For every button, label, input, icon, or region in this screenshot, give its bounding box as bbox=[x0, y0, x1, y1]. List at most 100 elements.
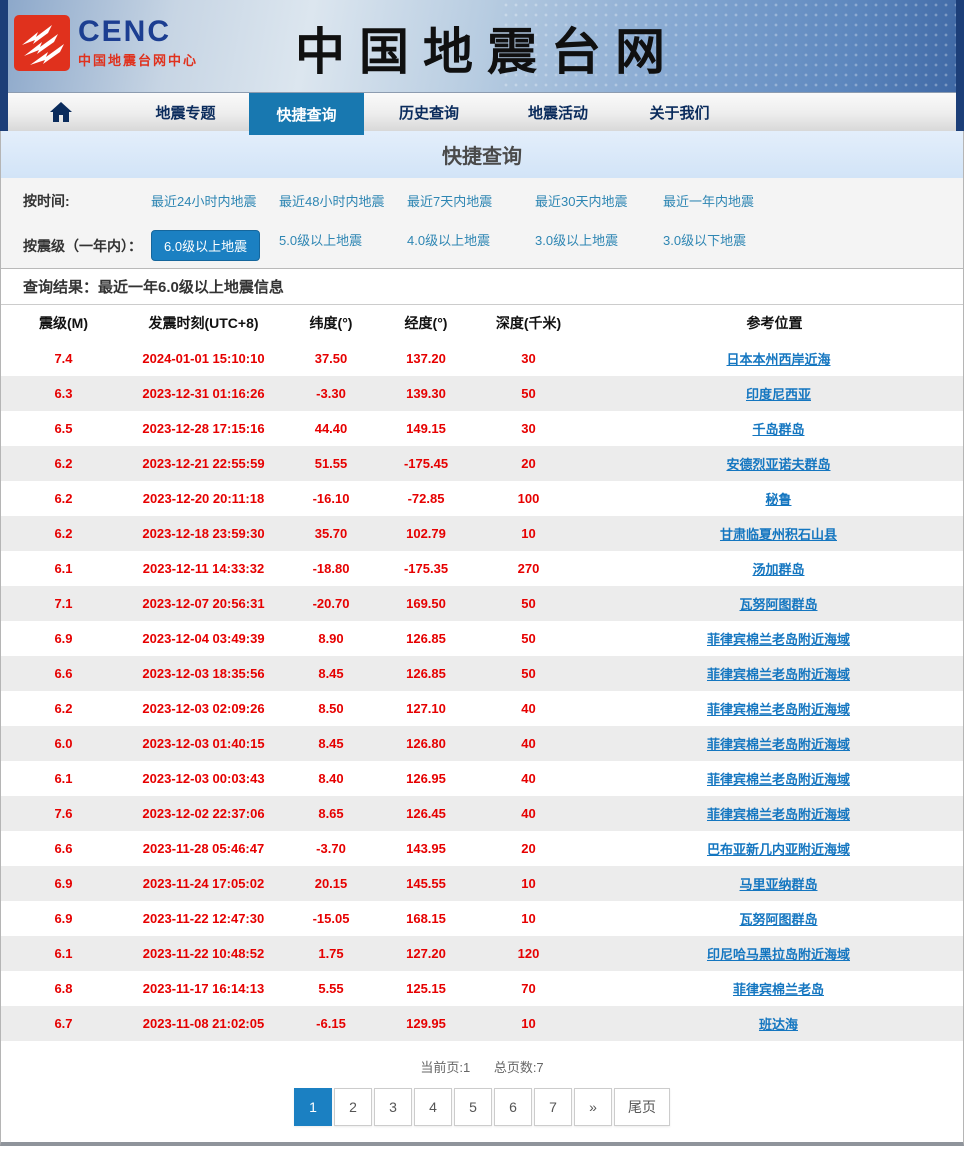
page-button[interactable]: 1 bbox=[294, 1088, 332, 1126]
location-cell: 瓦努阿图群岛 bbox=[586, 901, 963, 936]
location-link[interactable]: 瓦努阿图群岛 bbox=[739, 912, 818, 927]
time-filter-option[interactable]: 最近24小时内地震 bbox=[151, 193, 257, 209]
latitude-cell: -20.70 bbox=[312, 596, 350, 611]
magnitude-filter-option-slot: 5.0级以上地震 bbox=[279, 230, 407, 261]
location-link[interactable]: 菲律宾棉兰老岛附近海域 bbox=[706, 772, 850, 787]
time-cell: 2023-11-08 21:02:05 bbox=[142, 1016, 265, 1031]
location-link[interactable]: 菲律宾棉兰老岛附近海域 bbox=[706, 737, 850, 752]
location-link[interactable]: 菲律宾棉兰老岛 bbox=[732, 982, 824, 997]
longitude-cell: 126.85 bbox=[406, 631, 446, 646]
magnitude-filter-label: 按震级（一年内）： bbox=[23, 237, 142, 254]
latitude-cell: 8.65 bbox=[318, 806, 344, 821]
location-link[interactable]: 印度尼西亚 bbox=[745, 387, 811, 402]
page-button[interactable]: 7 bbox=[534, 1088, 572, 1126]
time-cell: 2023-12-11 14:33:32 bbox=[142, 561, 265, 576]
time-filter-option-slot: 最近30天内地震 bbox=[535, 191, 663, 211]
time-filter-option-slot: 最近48小时内地震 bbox=[279, 191, 407, 211]
magnitude-filter-row: 按震级（一年内）： 6.0级以上地震 5.0级以上地震 4.0级以上地震 3.0级以上… bbox=[1, 223, 963, 268]
table-row: 7.1 2023-12-07 20:56:31 -20.70 169.50 50 瓦努阿图… bbox=[1, 586, 963, 621]
logo-text: CENC 中国地震台网中心 bbox=[78, 17, 198, 69]
magnitude-cell: 6.9 bbox=[54, 631, 73, 646]
location-cell: 菲律宾棉兰老岛附近海域 bbox=[586, 691, 963, 726]
filter-panel: 按时间: 最近24小时内地震 最近48小时内地震 最近7天内地震 最近30天内地震 最近… bbox=[1, 178, 963, 269]
magnitude-filter-option-slot: 3.0级以上地震 bbox=[535, 230, 663, 261]
location-link[interactable]: 千岛群岛 bbox=[752, 422, 805, 437]
time-filter-option[interactable]: 最近7天内地震 bbox=[407, 193, 493, 209]
logo-subtitle: 中国地震台网中心 bbox=[78, 53, 199, 68]
location-link[interactable]: 汤加群岛 bbox=[752, 562, 805, 577]
magnitude-filter-option[interactable]: 4.0级以上地震 bbox=[407, 233, 491, 248]
nav-item[interactable]: 地震活动 bbox=[527, 104, 588, 122]
time-filter-option-slot: 最近7天内地震 bbox=[407, 191, 535, 211]
time-filter-option-slot: 最近24小时内地震 bbox=[151, 191, 279, 211]
location-link[interactable]: 印尼哈马黑拉岛附近海域 bbox=[706, 947, 850, 962]
time-cell: 2023-12-03 01:40:15 bbox=[142, 736, 265, 751]
time-cell: 2023-12-18 23:59:30 bbox=[142, 526, 265, 541]
location-link[interactable]: 巴布亚新几内亚附近海域 bbox=[706, 842, 850, 857]
location-cell: 菲律宾棉兰老岛附近海域 bbox=[586, 621, 963, 656]
location-link[interactable]: 甘肃临夏州积石山县 bbox=[719, 527, 837, 542]
nav-item[interactable]: 快捷查询 bbox=[249, 93, 364, 135]
location-link[interactable]: 菲律宾棉兰老岛附近海域 bbox=[706, 632, 850, 647]
location-link[interactable]: 菲律宾棉兰老岛附近海域 bbox=[706, 807, 850, 822]
column-header: 参考位置 bbox=[586, 305, 963, 341]
next-page-button[interactable]: » bbox=[574, 1088, 612, 1126]
magnitude-filter-option[interactable]: 5.0级以上地震 bbox=[279, 233, 363, 248]
location-link[interactable]: 秘鲁 bbox=[765, 492, 792, 507]
location-link[interactable]: 班达海 bbox=[758, 1017, 798, 1032]
magnitude-cell: 6.6 bbox=[54, 841, 73, 856]
magnitude-filter-option[interactable]: 3.0级以上地震 bbox=[535, 233, 619, 248]
magnitude-filter-option-active[interactable]: 6.0级以上地震 bbox=[151, 230, 261, 261]
location-link[interactable]: 菲律宾棉兰老岛附近海域 bbox=[706, 667, 850, 682]
location-link[interactable]: 菲律宾棉兰老岛附近海域 bbox=[706, 702, 850, 717]
time-cell: 2023-12-21 22:55:59 bbox=[142, 456, 265, 471]
location-link[interactable]: 安德烈亚诺夫群岛 bbox=[726, 457, 831, 472]
earthquake-table: 震级(M) 发震时刻(UTC+8) 纬度(°) 经度(°) 深度(千米) 参考位置 7.4… bbox=[1, 305, 963, 1041]
location-cell: 菲律宾棉兰老岛附近海域 bbox=[586, 761, 963, 796]
longitude-cell: 125.15 bbox=[406, 981, 446, 996]
time-cell: 2023-11-24 17:05:02 bbox=[142, 876, 265, 891]
time-filter-option[interactable]: 最近一年内地震 bbox=[663, 193, 755, 209]
location-link[interactable]: 日本本州西岸近海 bbox=[726, 352, 831, 367]
page-button[interactable]: 4 bbox=[414, 1088, 452, 1126]
latitude-cell: -6.15 bbox=[316, 1016, 346, 1031]
magnitude-cell: 6.1 bbox=[54, 946, 73, 961]
nav-home-button[interactable] bbox=[0, 93, 122, 131]
latitude-cell: 8.45 bbox=[318, 736, 344, 751]
latitude-cell: -3.70 bbox=[316, 841, 346, 856]
pagination-summary: 当前页:1 总页数:7 bbox=[1, 1057, 963, 1076]
magnitude-filter-option[interactable]: 3.0级以下地震 bbox=[663, 233, 747, 248]
magnitude-cell: 6.6 bbox=[54, 666, 73, 681]
magnitude-filter-option-slot: 3.0级以下地震 bbox=[663, 230, 791, 261]
magnitude-cell: 6.2 bbox=[54, 701, 73, 716]
page-button[interactable]: 6 bbox=[494, 1088, 532, 1126]
time-cell: 2023-12-02 22:37:06 bbox=[142, 806, 265, 821]
page-button[interactable]: 2 bbox=[334, 1088, 372, 1126]
table-row: 6.6 2023-12-03 18:35:56 8.45 126.85 50 菲律宾棉兰老… bbox=[1, 656, 963, 691]
last-page-button[interactable]: 尾页 bbox=[614, 1088, 670, 1126]
page-button[interactable]: 5 bbox=[454, 1088, 492, 1126]
magnitude-cell: 6.1 bbox=[54, 771, 73, 786]
location-cell: 瓦努阿图群岛 bbox=[586, 586, 963, 621]
table-row: 6.3 2023-12-31 01:16:26 -3.30 139.30 50 印度尼西亚 bbox=[1, 376, 963, 411]
magnitude-cell: 6.9 bbox=[54, 876, 73, 891]
time-cell: 2023-11-17 16:14:13 bbox=[142, 981, 265, 996]
depth-cell: 30 bbox=[521, 421, 536, 436]
logo[interactable]: CENC 中国地震台网中心 bbox=[14, 15, 198, 71]
main-nav: 地震专题 快捷查询 历史查询 地震活动 关于我们 bbox=[0, 92, 964, 135]
nav-item[interactable]: 地震专题 bbox=[155, 104, 216, 122]
time-cell: 2023-12-04 03:49:39 bbox=[142, 631, 265, 646]
time-filter-option[interactable]: 最近30天内地震 bbox=[535, 193, 628, 209]
time-filter-option[interactable]: 最近48小时内地震 bbox=[279, 193, 385, 209]
location-link[interactable]: 瓦努阿图群岛 bbox=[739, 597, 818, 612]
time-cell: 2023-12-20 20:11:18 bbox=[142, 491, 265, 506]
longitude-cell: 139.30 bbox=[406, 386, 446, 401]
page-button[interactable]: 3 bbox=[374, 1088, 412, 1126]
nav-item[interactable]: 历史查询 bbox=[398, 104, 459, 122]
location-link[interactable]: 马里亚纳群岛 bbox=[739, 877, 818, 892]
nav-item[interactable]: 关于我们 bbox=[649, 104, 710, 122]
magnitude-cell: 7.4 bbox=[54, 351, 73, 366]
magnitude-filter-option-slot: 4.0级以上地震 bbox=[407, 230, 535, 261]
depth-cell: 50 bbox=[521, 631, 536, 646]
location-cell: 安德烈亚诺夫群岛 bbox=[586, 446, 963, 481]
